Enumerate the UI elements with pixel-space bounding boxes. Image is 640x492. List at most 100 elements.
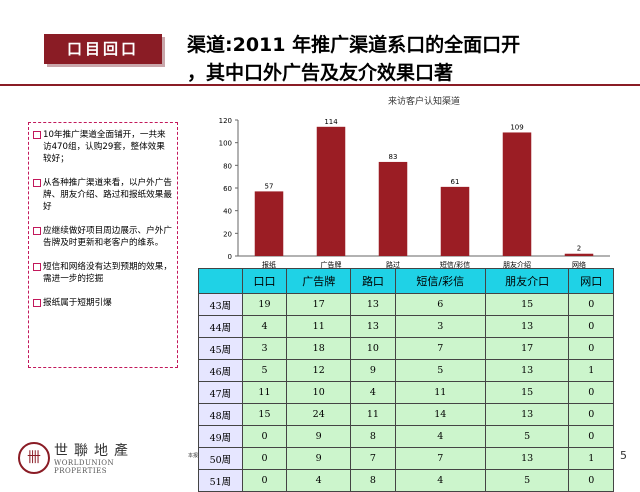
company-logo: 卌 世聯地產 WORLDUNION PROPERTIES	[18, 440, 168, 476]
square-bullet-icon	[33, 227, 41, 235]
chart-bar	[316, 126, 346, 256]
table-cell: 4	[394, 425, 486, 448]
table-cell: 4	[394, 469, 486, 492]
note-item: 从各种推广渠道来看，以户外广告牌、朋友介绍、路过和报纸效果最好	[33, 177, 173, 213]
table-cell: 13	[484, 315, 570, 338]
week-label: 43周	[198, 293, 243, 316]
table-cell: 19	[241, 293, 288, 316]
table-row: 48周 15 24 11 14 13 0	[198, 403, 614, 426]
note-text: 10年推广渠道全面铺开，一共来访470组，认购29套，整体效果较好；	[43, 130, 166, 164]
x-category-label: 朋友介绍	[503, 260, 531, 269]
table-cell: 11	[241, 381, 288, 404]
table-cell: 7	[394, 447, 486, 470]
table-cell: 15	[484, 293, 570, 316]
column-header: 口口	[241, 268, 288, 294]
table-cell: 13	[484, 447, 570, 470]
table-cell: 15	[484, 381, 570, 404]
table-row: 49周 0 9 8 4 5 0	[198, 425, 614, 448]
x-category-label: 报纸	[262, 260, 276, 269]
square-bullet-icon	[33, 299, 41, 307]
x-category-label: 短信/彩信	[440, 260, 470, 269]
chart-bar	[254, 191, 284, 256]
chart-bar	[502, 132, 532, 256]
table-header-row: 口口 广告牌 路口 短信/彩信 朋友介口 网口	[198, 268, 614, 294]
table-cell: 0	[241, 469, 288, 492]
week-label: 46周	[198, 359, 243, 382]
table-cell: 0	[568, 469, 614, 492]
bar-value-label: 83	[389, 153, 398, 161]
table-cell: 4	[286, 469, 352, 492]
chart-bar	[440, 186, 470, 256]
table-row: 46周 5 12 9 5 13 1	[198, 359, 614, 382]
table-cell: 0	[568, 403, 614, 426]
table-cell: 13	[484, 359, 570, 382]
y-tick-label: 20	[223, 230, 232, 238]
table-cell: 13	[350, 293, 396, 316]
bar-value-label: 61	[451, 178, 460, 186]
table-cell: 17	[286, 293, 352, 316]
y-tick-label: 120	[219, 117, 232, 125]
table-cell: 10	[286, 381, 352, 404]
table-cell: 3	[241, 337, 288, 360]
table-body: 43周 19 17 13 6 15 0 44周 4 11 13 3 13 0 45周 3 18 10 7 17 0 46周…	[198, 293, 614, 492]
table-cell: 0	[568, 337, 614, 360]
table-cell: 1	[568, 447, 614, 470]
week-label: 49周	[198, 425, 243, 448]
square-bullet-icon	[33, 179, 41, 187]
note-item: 应继续做好项目周边展示、户外广告牌及时更新和老客户的维系。	[33, 225, 173, 249]
week-label: 44周	[198, 315, 243, 338]
table-cell: 5	[241, 359, 288, 382]
week-label: 51周	[198, 469, 243, 492]
header-divider	[0, 84, 640, 86]
note-item: 短信和网络没有达到预期的效果，需进一步的挖掘	[33, 261, 173, 285]
table-cell: 17	[484, 337, 570, 360]
table-cell: 0	[568, 425, 614, 448]
y-tick-label: 60	[223, 185, 232, 193]
table-cell: 4	[350, 381, 396, 404]
y-tick-label: 0	[228, 253, 232, 261]
note-text: 短信和网络没有达到预期的效果，需进一步的挖掘	[43, 262, 172, 284]
y-tick-label: 40	[223, 208, 232, 216]
table-cell: 11	[286, 315, 352, 338]
weekly-channel-table: 口口 广告牌 路口 短信/彩信 朋友介口 网口 43周 19 17 13 6 15 0 44周 4 11 13…	[198, 268, 614, 492]
table-row: 50周 0 9 7 7 13 1	[198, 447, 614, 470]
slide-headline: 渠道:2011 年推广渠道系口的全面口开 ，其中口外广告及友介效果口著	[187, 31, 627, 87]
week-label: 48周	[198, 403, 243, 426]
column-header: 短信/彩信	[394, 268, 486, 294]
table-row: 51周 0 4 8 4 5 0	[198, 469, 614, 492]
table-cell: 5	[394, 359, 486, 382]
footer-note: 本报	[188, 453, 199, 459]
section-badge: 口目回口	[44, 34, 162, 64]
column-header	[198, 268, 243, 294]
headline-line-2: ，其中口外广告及友介效果口著	[187, 62, 454, 84]
week-label: 45周	[198, 337, 243, 360]
week-label: 50周	[198, 447, 243, 470]
square-bullet-icon	[33, 263, 41, 271]
x-category-label: 路过	[386, 260, 400, 269]
headline-line-1: 渠道:2011 年推广渠道系口的全面口开	[187, 34, 521, 56]
table-cell: 0	[241, 447, 288, 470]
table-cell: 8	[350, 425, 396, 448]
table-cell: 5	[484, 425, 570, 448]
y-tick-label: 80	[223, 162, 232, 170]
column-header: 广告牌	[286, 268, 352, 294]
week-label: 47周	[198, 381, 243, 404]
bar-value-label: 114	[324, 118, 338, 126]
table-cell: 3	[394, 315, 486, 338]
logo-mark-icon: 卌	[18, 442, 50, 474]
square-bullet-icon	[33, 131, 41, 139]
table-cell: 9	[286, 447, 352, 470]
table-row: 45周 3 18 10 7 17 0	[198, 337, 614, 360]
notes-panel: 10年推广渠道全面铺开，一共来访470组，认购29套，整体效果较好； 从各种推广渠…	[28, 122, 178, 368]
column-header: 路口	[350, 268, 396, 294]
table-cell: 9	[350, 359, 396, 382]
table-cell: 6	[394, 293, 486, 316]
chart-bar	[378, 161, 408, 256]
column-header: 朋友介口	[484, 268, 570, 294]
channel-bar-chart: 来访客户认知渠道 0 20 40 60 80 100 120 57 报纸 114 广告牌 83 路过 61 短…	[219, 95, 610, 269]
bar-value-label: 109	[510, 123, 523, 131]
table-cell: 14	[394, 403, 486, 426]
table-cell: 11	[350, 403, 396, 426]
note-item: 10年推广渠道全面铺开，一共来访470组，认购29套，整体效果较好；	[33, 129, 173, 165]
note-text: 从各种推广渠道来看，以户外广告牌、朋友介绍、路过和报纸效果最好	[43, 178, 172, 212]
